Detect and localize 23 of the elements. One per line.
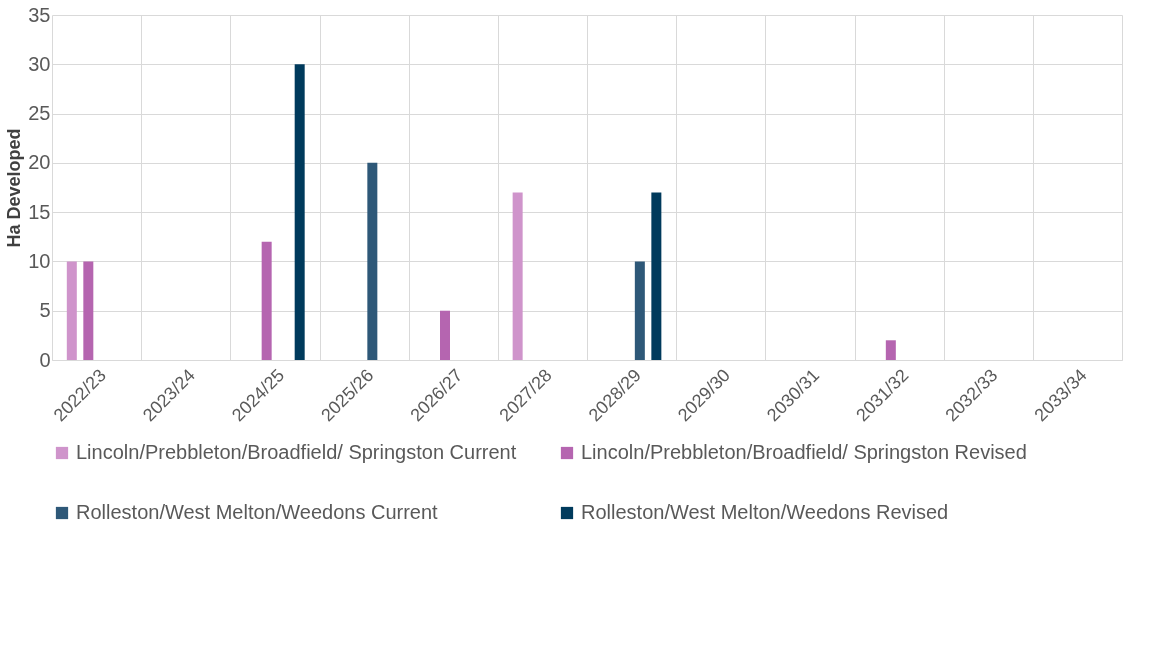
legend-label: Rolleston/West Melton/Weedons Current — [76, 501, 439, 523]
y-tick-label: 20 — [28, 151, 51, 174]
y-tick-label: 0 — [39, 348, 51, 371]
bar — [83, 261, 94, 360]
y-tick-label: 25 — [28, 102, 51, 125]
bar — [651, 192, 662, 360]
bar — [439, 310, 450, 360]
bar — [66, 261, 77, 360]
legend-label: Lincoln/Prebbleton/Broadfield/ Springston Revised — [581, 441, 1027, 463]
y-tick-label: 35 — [28, 3, 51, 26]
y-tick-label: 30 — [28, 52, 51, 75]
bar — [294, 64, 305, 360]
y-tick-label: 15 — [28, 200, 51, 223]
bar — [367, 162, 378, 360]
bar — [512, 192, 523, 360]
bar — [634, 261, 645, 360]
y-tick-label: 5 — [39, 299, 51, 322]
bar — [261, 241, 272, 360]
bar — [885, 340, 896, 360]
legend-label: Lincoln/Prebbleton/Broadfield/ Springston Current — [76, 441, 517, 463]
y-tick-label: 10 — [28, 249, 51, 272]
y-axis-title: Ha Developed — [4, 128, 25, 248]
legend-label: Rolleston/West Melton/Weedons Revised — [581, 501, 949, 523]
